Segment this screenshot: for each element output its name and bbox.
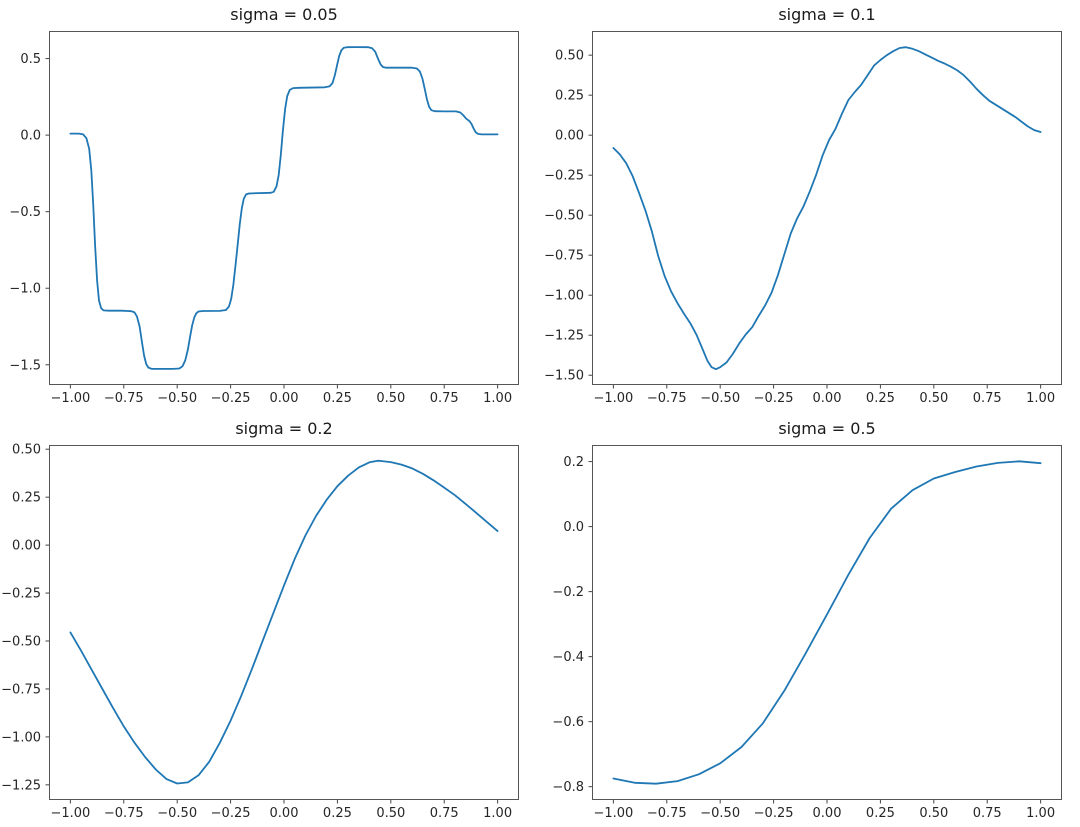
subplot-title-sigma-0.2: sigma = 0.2 [235, 419, 333, 438]
y-tick-label: −0.5 [9, 205, 41, 220]
y-tick-label: 0.50 [555, 49, 584, 64]
data-line [612, 460, 1042, 785]
x-tick-label: −0.75 [104, 391, 144, 406]
x-tick-label: 0.75 [973, 806, 1002, 821]
y-tick-label: 0.0 [20, 129, 41, 144]
axes-spines [592, 445, 1062, 800]
x-tick-label: 1.00 [1026, 391, 1055, 406]
x-tick-label: 0.50 [376, 806, 405, 821]
x-tick-label: 0.00 [813, 391, 842, 406]
y-tick-label: −0.25 [544, 169, 584, 184]
axes-spines [49, 445, 519, 800]
x-tick-label: 0.75 [430, 391, 459, 406]
x-tick-label: 0.00 [270, 806, 299, 821]
y-tick-label: −0.2 [552, 585, 584, 600]
x-tick-label: 0.25 [323, 806, 352, 821]
x-tick-label: −0.75 [647, 391, 687, 406]
x-tick-label: −1.00 [50, 391, 90, 406]
subplot-title-sigma-0.05: sigma = 0.05 [230, 5, 338, 24]
y-tick-label: −1.0 [9, 282, 41, 297]
x-tick-label: 0.25 [323, 391, 352, 406]
x-tick-label: 0.25 [866, 806, 895, 821]
y-tick-label: 0.2 [563, 455, 584, 470]
x-tick-label: −0.25 [211, 391, 251, 406]
plot-area-sigma-0.05: −1.00 −0.75 −0.50 −0.25 0.00 0.25 0.50 0.75 1.00… [9, 31, 519, 406]
x-tick-label: −0.50 [700, 391, 740, 406]
subplot-title-sigma-0.1: sigma = 0.1 [778, 5, 876, 24]
x-tick-label: −0.50 [157, 391, 197, 406]
y-tick-label: −0.75 [1, 682, 41, 697]
x-tick-label: −0.25 [754, 806, 794, 821]
data-line [69, 46, 499, 370]
x-tick-label: 0.75 [430, 806, 459, 821]
x-tick-label: 1.00 [1026, 806, 1055, 821]
x-tick-label: 0.50 [919, 391, 948, 406]
axes-spines [592, 31, 1062, 385]
x-tick-label: 0.50 [919, 806, 948, 821]
y-tick-label: 0.00 [555, 129, 584, 144]
y-tick-label: −0.8 [552, 780, 584, 795]
x-tick-label: 0.00 [813, 806, 842, 821]
x-tick-label: −1.00 [50, 806, 90, 821]
y-tick-label: −0.4 [552, 650, 584, 665]
axes-spines [49, 31, 519, 385]
plot-area-sigma-0.1: −1.00 −0.75 −0.50 −0.25 0.00 0.25 0.50 0.75 1.00… [544, 31, 1062, 406]
x-tick-label: −0.75 [647, 806, 687, 821]
y-tick-label: 0.25 [555, 89, 584, 104]
data-line [612, 46, 1042, 371]
subplot-title-sigma-0.5: sigma = 0.5 [778, 419, 876, 438]
x-tick-label: −1.00 [593, 806, 633, 821]
y-tick-label: 0.0 [563, 520, 584, 535]
y-tick-label: 0.50 [12, 443, 41, 458]
x-tick-label: 0.25 [866, 391, 895, 406]
y-tick-label: −0.50 [544, 209, 584, 224]
y-tick-label: 0.25 [12, 491, 41, 506]
x-tick-label: 1.00 [483, 391, 512, 406]
y-tick-label: −1.00 [1, 730, 41, 745]
x-tick-label: −1.00 [593, 391, 633, 406]
x-tick-label: 0.50 [376, 391, 405, 406]
y-tick-label: −1.00 [544, 289, 584, 304]
x-tick-label: −0.75 [104, 806, 144, 821]
x-tick-label: −0.50 [700, 806, 740, 821]
y-tick-label: −1.25 [544, 329, 584, 344]
y-tick-label: −0.6 [552, 715, 584, 730]
x-tick-label: −0.25 [211, 806, 251, 821]
y-tick-label: 0.00 [12, 539, 41, 554]
plot-area-sigma-0.2: −1.00 −0.75 −0.50 −0.25 0.00 0.25 0.50 0.75 1.00… [1, 443, 519, 821]
y-tick-label: −1.50 [544, 369, 584, 384]
y-tick-label: −1.5 [9, 358, 41, 373]
y-tick-label: 0.5 [20, 52, 41, 67]
x-tick-label: −0.50 [157, 806, 197, 821]
x-tick-label: 1.00 [483, 806, 512, 821]
y-tick-label: −0.75 [544, 249, 584, 264]
x-tick-label: 0.75 [973, 391, 1002, 406]
y-tick-label: −0.25 [1, 587, 41, 602]
x-tick-label: −0.25 [754, 391, 794, 406]
y-tick-label: −1.25 [1, 778, 41, 793]
x-tick-label: 0.00 [270, 391, 299, 406]
y-tick-label: −0.50 [1, 635, 41, 650]
data-line [69, 459, 499, 785]
plot-area-sigma-0.5: −1.00 −0.75 −0.50 −0.25 0.00 0.25 0.50 0.75 1.00… [552, 445, 1062, 821]
